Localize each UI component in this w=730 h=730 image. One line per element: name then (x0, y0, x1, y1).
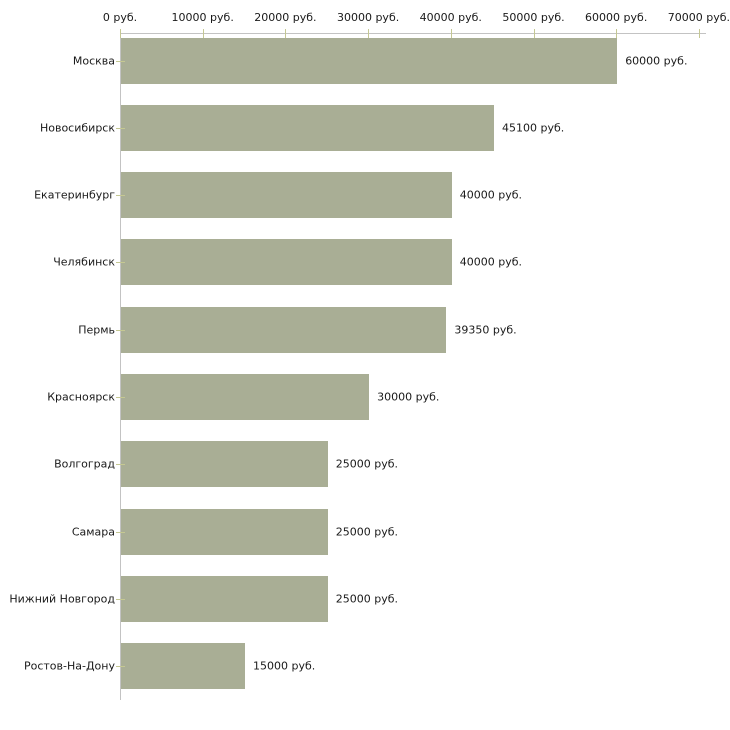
bar-7 (121, 441, 328, 488)
y-axis-tick-mark (116, 60, 125, 62)
x-axis-tick-label: 30000 руб. (336, 11, 400, 24)
x-axis-line (120, 33, 706, 34)
category-label: Екатеринбург (34, 188, 115, 202)
x-axis-tick-label: 40000 руб. (419, 11, 482, 24)
category-label: Ростов-На-Дону (23, 659, 115, 673)
value-label: 40000 руб. (459, 188, 523, 202)
category-label: Москва (72, 54, 115, 67)
x-axis-tick-mark (616, 29, 618, 38)
y-axis-line (120, 33, 121, 700)
value-label: 40000 руб. (459, 255, 523, 269)
x-axis-tick-label: 20000 руб. (254, 11, 317, 24)
value-label: 25000 руб. (335, 592, 399, 606)
x-axis-tick-mark (120, 29, 121, 38)
category-label: Самара (71, 525, 115, 539)
category-label: Нижний Новгород (9, 592, 115, 606)
value-label: 15000 руб. (253, 659, 316, 673)
value-label: 60000 руб. (625, 54, 688, 67)
bar-4 (121, 239, 452, 286)
y-axis-tick-mark (116, 666, 125, 668)
category-label: Челябинск (53, 255, 115, 269)
bar-10 (121, 643, 246, 690)
y-axis-tick-mark (116, 195, 125, 197)
category-label: Пермь (78, 323, 115, 337)
x-axis-tick-mark (285, 29, 287, 38)
x-axis-tick-mark (202, 29, 204, 38)
category-label: Волгоград (54, 457, 115, 471)
bar-5 (121, 306, 447, 353)
bar-3 (121, 172, 452, 219)
bar-1 (121, 37, 618, 84)
category-label: Красноярск (47, 390, 115, 404)
value-label: 25000 руб. (335, 525, 399, 539)
y-axis-tick-mark (116, 127, 125, 129)
x-axis-tick-label: 70000 руб. (667, 11, 730, 24)
y-axis-tick-mark (116, 598, 125, 600)
y-axis-tick-mark (116, 464, 125, 466)
y-axis-tick-mark (116, 329, 125, 331)
bar-9 (121, 575, 328, 622)
x-axis-tick-mark (368, 29, 370, 38)
x-axis-tick-mark (450, 29, 452, 38)
bar-2 (121, 104, 494, 151)
x-axis-tick-mark (533, 29, 535, 38)
x-axis-tick-label: 10000 руб. (171, 11, 234, 24)
value-label: 25000 руб. (335, 457, 399, 471)
x-axis-tick-label: 60000 руб. (585, 11, 648, 24)
value-label: 45100 руб. (501, 121, 565, 135)
x-axis-tick-label: 0 руб. (102, 11, 138, 24)
bar-6 (121, 374, 370, 420)
y-axis-tick-mark (116, 397, 125, 398)
category-label: Новосибирск (39, 121, 115, 135)
bar-8 (121, 508, 328, 555)
y-axis-tick-mark (116, 531, 125, 533)
y-axis-tick-mark (116, 262, 125, 264)
value-label: 30000 руб. (377, 390, 440, 404)
value-label: 39350 руб. (454, 323, 517, 337)
x-axis-tick-label: 50000 руб. (502, 11, 565, 24)
x-axis-tick-mark (698, 29, 700, 38)
